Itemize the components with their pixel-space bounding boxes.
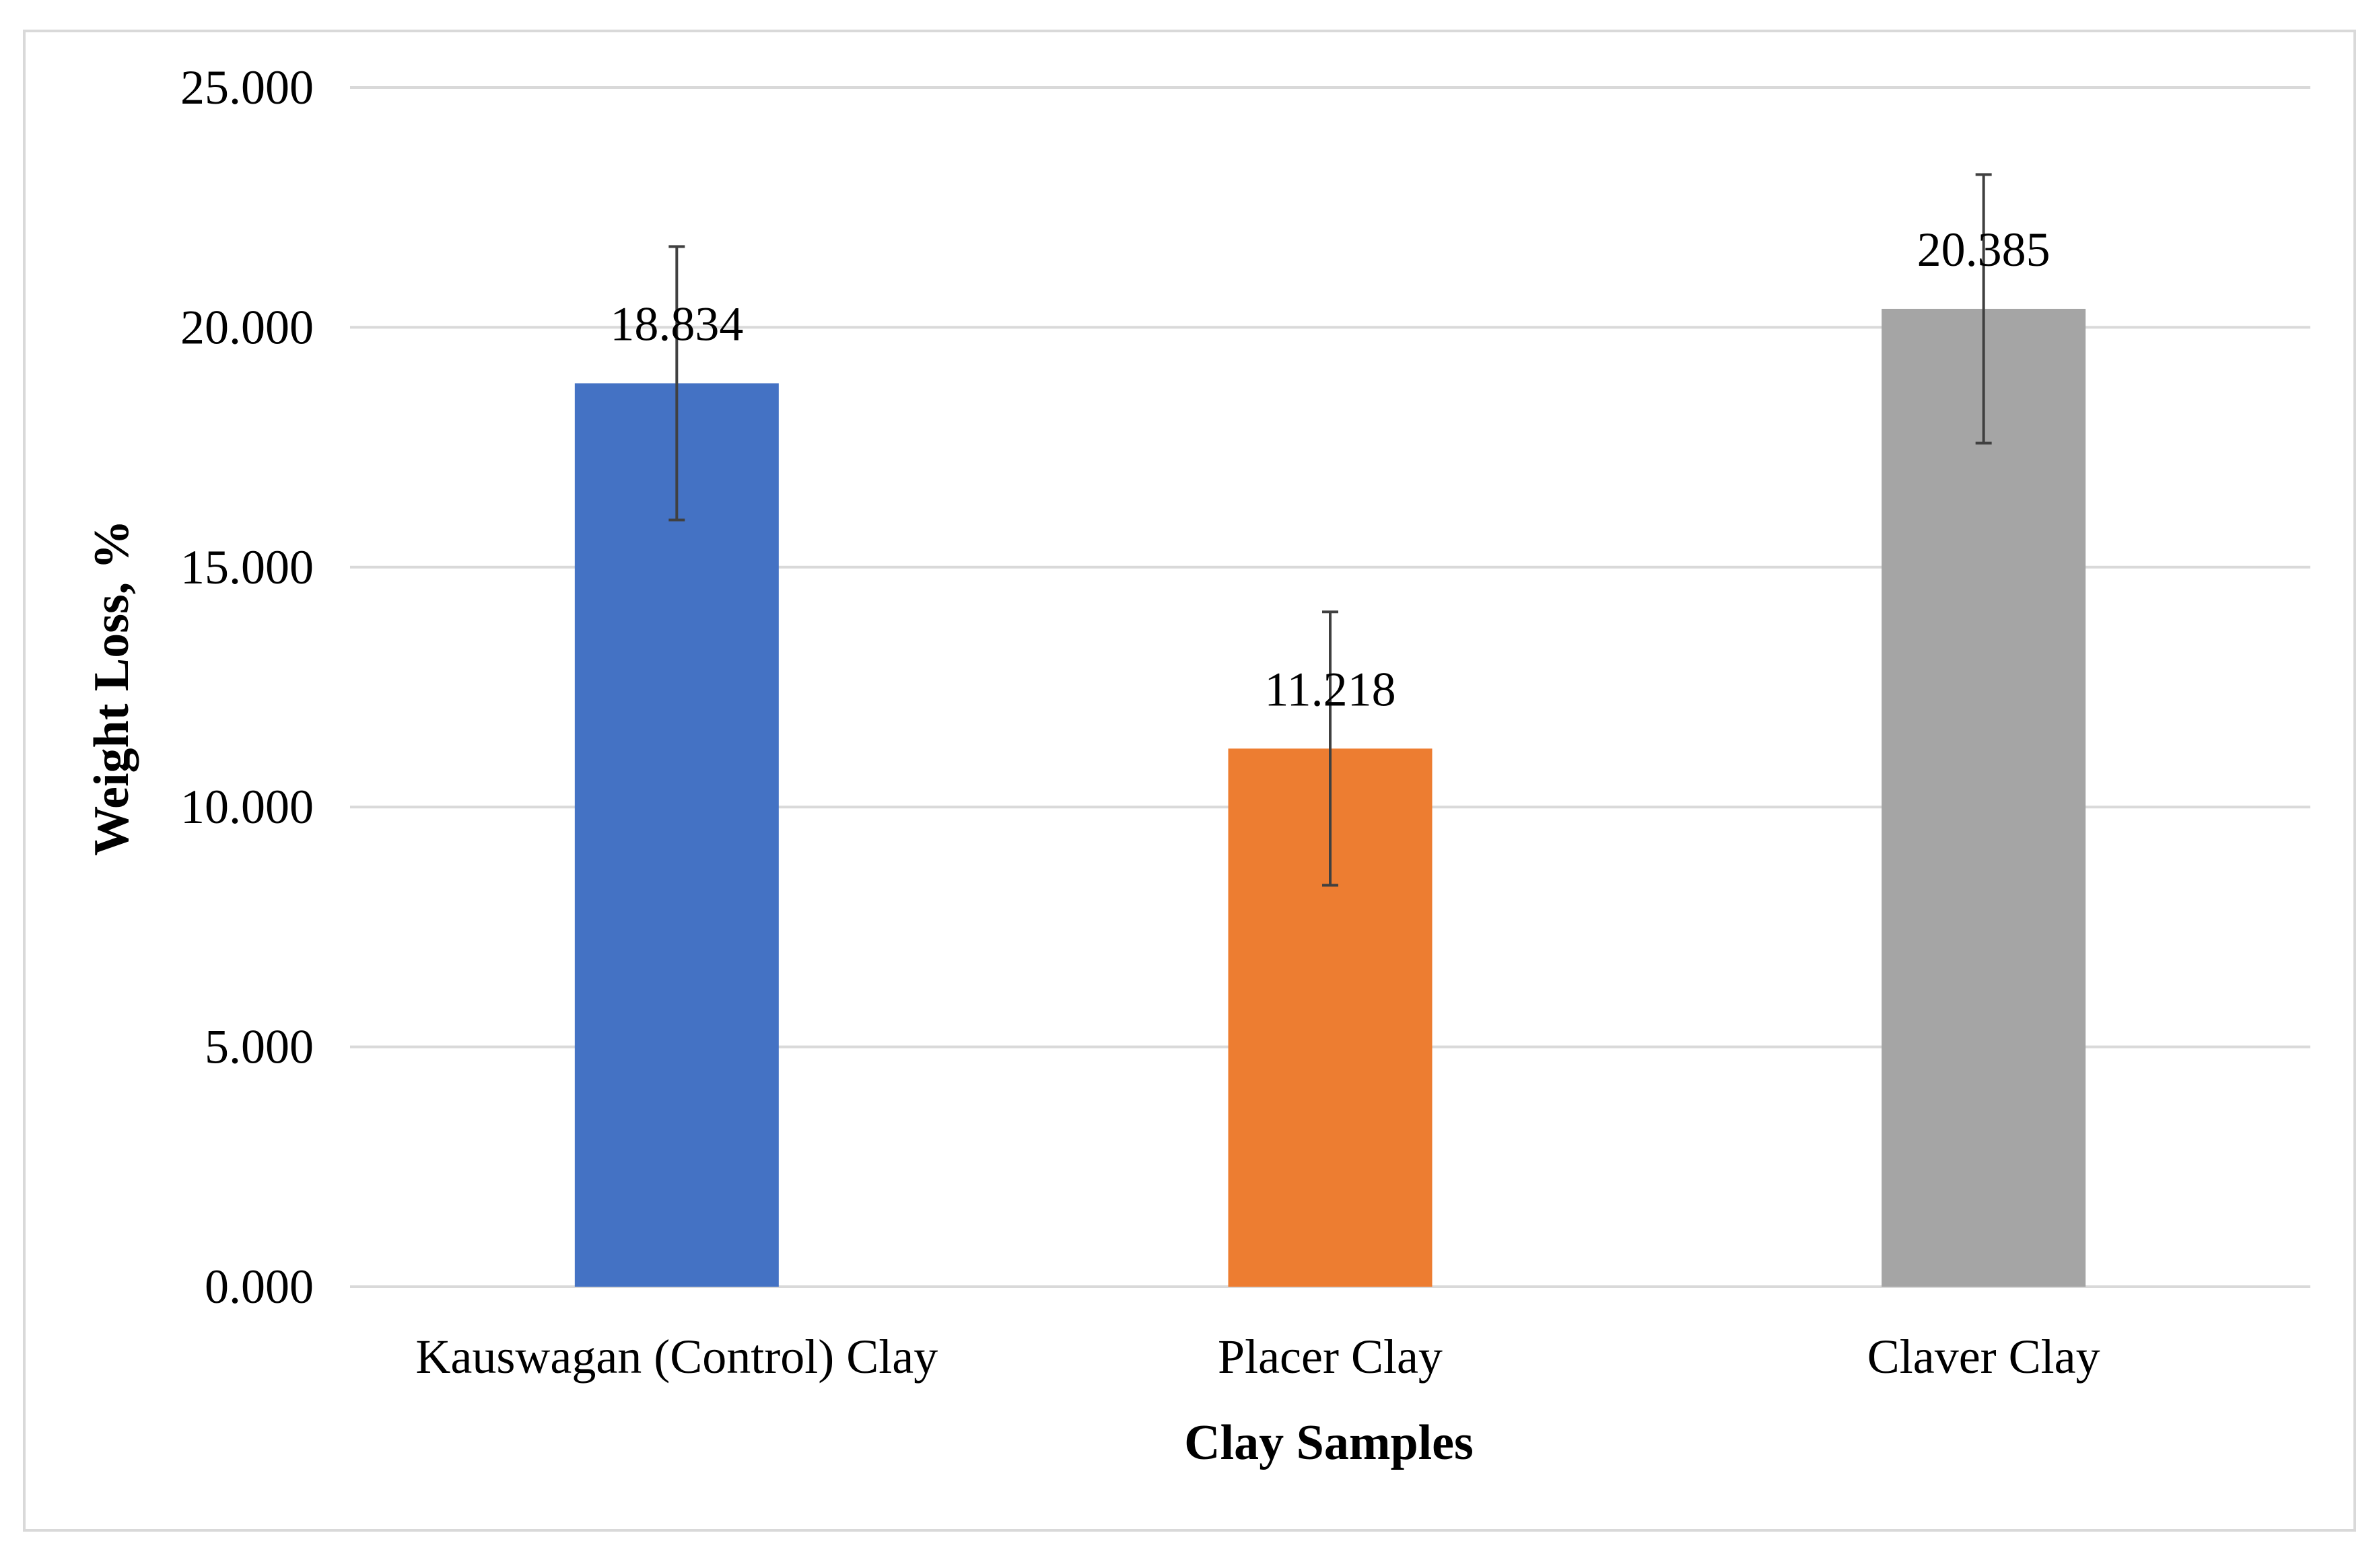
y-tick-label: 10.000 [180, 780, 314, 834]
data-labels: 18.834 11.218 20.385 [610, 223, 2050, 716]
data-label: 20.385 [1917, 223, 2050, 277]
y-tick-label: 25.000 [180, 61, 314, 114]
x-tick-label: Placer Clay [1218, 1330, 1443, 1384]
x-axis-tick-labels: Kauswagan (Control) Clay Placer Clay Clave… [415, 1330, 2100, 1384]
data-label: 18.834 [610, 297, 743, 351]
error-bars [668, 173, 1992, 887]
x-axis-title: Clay Samples [1184, 1415, 1474, 1470]
bar [1882, 308, 2086, 1287]
y-axis-tick-labels: 0.000 5.000 10.000 15.000 20.000 25.000 [180, 61, 314, 1314]
bars [574, 308, 2086, 1287]
y-tick-label: 5.000 [205, 1020, 314, 1074]
y-tick-label: 0.000 [205, 1260, 314, 1314]
y-tick-label: 15.000 [180, 540, 314, 594]
bar [574, 383, 779, 1287]
x-tick-label: Claver Clay [1867, 1330, 2100, 1384]
x-tick-label: Kauswagan (Control) Clay [415, 1330, 938, 1384]
data-label: 11.218 [1264, 662, 1395, 716]
y-tick-label: 20.000 [180, 300, 314, 354]
y-axis-title: Weight Loss, % [84, 520, 139, 856]
